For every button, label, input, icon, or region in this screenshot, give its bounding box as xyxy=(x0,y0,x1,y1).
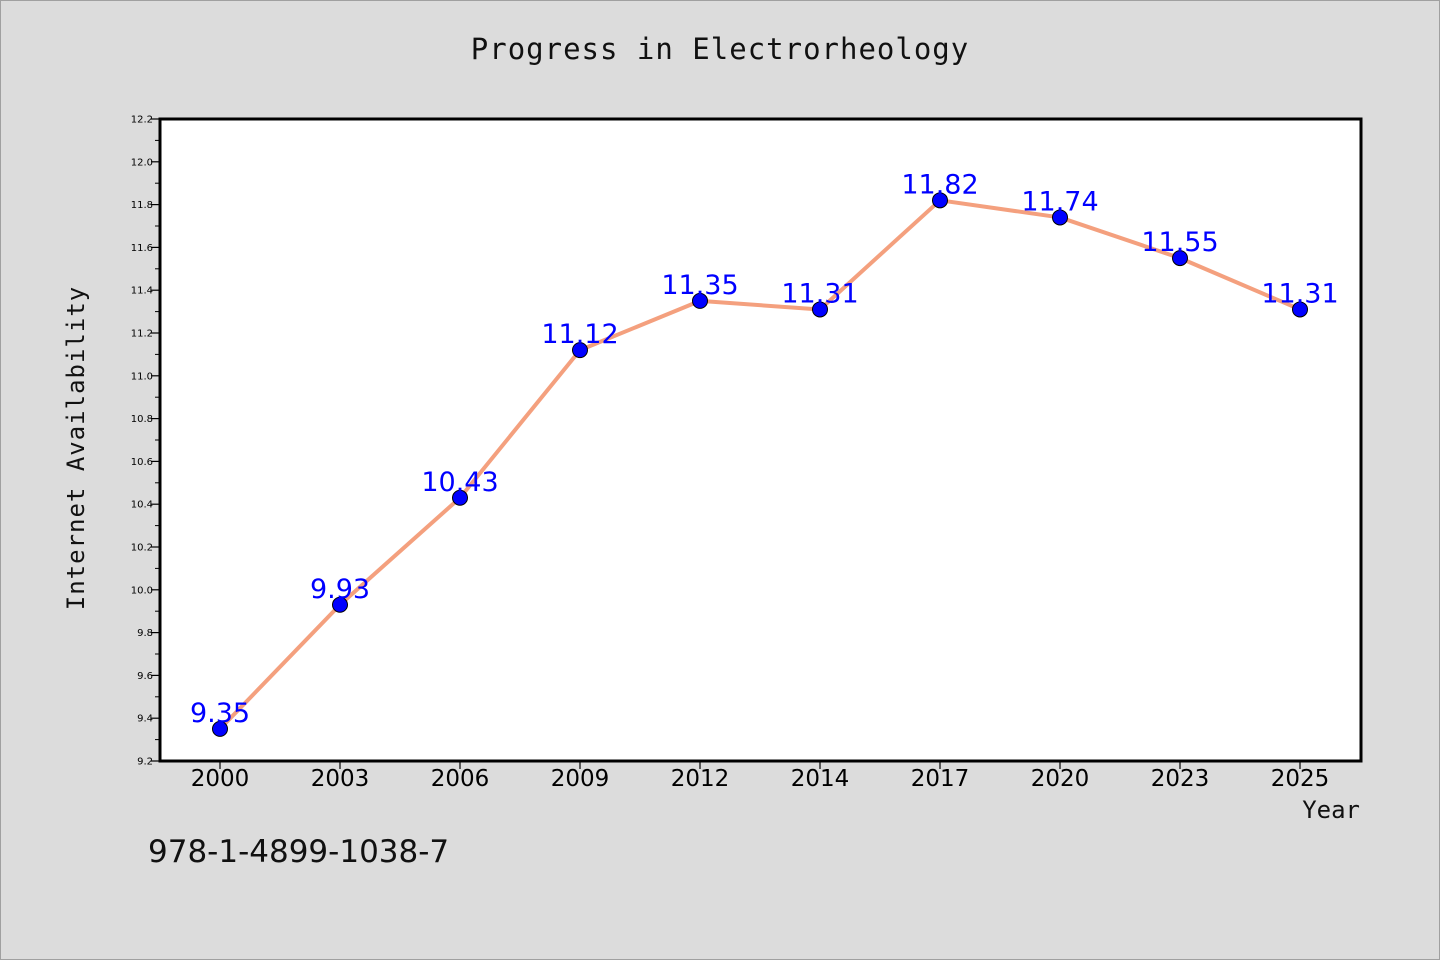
data-label: 10.43 xyxy=(421,467,498,498)
data-label: 11.82 xyxy=(901,169,978,200)
y-axis-label: Internet Availability xyxy=(62,285,90,611)
data-point xyxy=(452,489,468,506)
data-point xyxy=(212,720,228,737)
x-tick-label: 2025 xyxy=(1271,766,1330,792)
x-tick-label: 2014 xyxy=(791,766,850,792)
x-tick-label: 2003 xyxy=(311,766,370,792)
chart-title: Progress in Electrorheology xyxy=(470,32,970,66)
data-label: 11.74 xyxy=(1021,186,1098,217)
x-tick-label: 2012 xyxy=(671,766,730,792)
data-label: 11.12 xyxy=(541,319,618,350)
y-tick-label: 12.2 xyxy=(131,115,153,126)
y-tick-label: 11.4 xyxy=(131,286,153,297)
y-tick-label: 12.0 xyxy=(131,157,153,168)
y-tick-label: 9.2 xyxy=(137,757,153,768)
data-point xyxy=(332,596,348,613)
x-tick-label: 2006 xyxy=(431,766,490,792)
y-tick-label: 10.4 xyxy=(131,500,153,511)
series-line xyxy=(218,198,1301,731)
x-tick-label: 2017 xyxy=(911,766,970,792)
y-tick-label: 10.8 xyxy=(131,414,153,425)
y-tick-label: 11.6 xyxy=(131,243,153,254)
data-point xyxy=(572,342,588,359)
data-point xyxy=(812,301,828,318)
plot-area xyxy=(158,117,1363,763)
y-tick-label: 11.8 xyxy=(131,200,153,211)
data-label: 11.35 xyxy=(661,270,738,301)
x-tick-label: 2009 xyxy=(551,766,610,792)
y-tick-label: 10.2 xyxy=(131,543,153,554)
data-label: 11.31 xyxy=(781,278,858,309)
y-tick-label: 11.2 xyxy=(131,329,153,340)
x-tick-label: 2023 xyxy=(1151,766,1210,792)
x-tick-label: 2020 xyxy=(1031,766,1090,792)
x-tick-label: 2000 xyxy=(191,766,250,792)
isbn-text: 978-1-4899-1038-7 xyxy=(148,834,450,870)
data-point xyxy=(1292,301,1308,318)
y-tick-label: 11.0 xyxy=(131,371,153,382)
data-point xyxy=(1172,250,1188,267)
x-axis-label: Year xyxy=(1302,796,1360,824)
data-point xyxy=(932,192,948,209)
y-tick-label: 9.4 xyxy=(137,714,153,725)
data-label: 11.55 xyxy=(1141,227,1218,258)
data-point xyxy=(692,292,708,309)
y-tick-label: 10.6 xyxy=(131,457,153,468)
y-tick-label: 9.6 xyxy=(137,671,153,682)
data-label: 9.35 xyxy=(190,698,250,729)
data-label: 11.31 xyxy=(1261,278,1338,309)
y-tick-label: 10.0 xyxy=(131,585,153,596)
data-point xyxy=(1052,209,1068,226)
data-label: 9.93 xyxy=(310,574,370,605)
y-tick-label: 9.8 xyxy=(137,628,153,639)
